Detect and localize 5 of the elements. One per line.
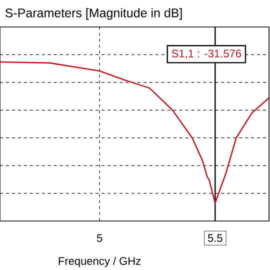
chart-title: S-Parameters [Magnitude in dB] [5, 8, 182, 20]
x-tick-label: 5.5 [208, 234, 222, 242]
x-tick-label: 5 [96, 234, 102, 242]
x-axis-title: Frequency / GHz [58, 256, 141, 268]
text: S1,1 : -31.576 [172, 50, 241, 59]
